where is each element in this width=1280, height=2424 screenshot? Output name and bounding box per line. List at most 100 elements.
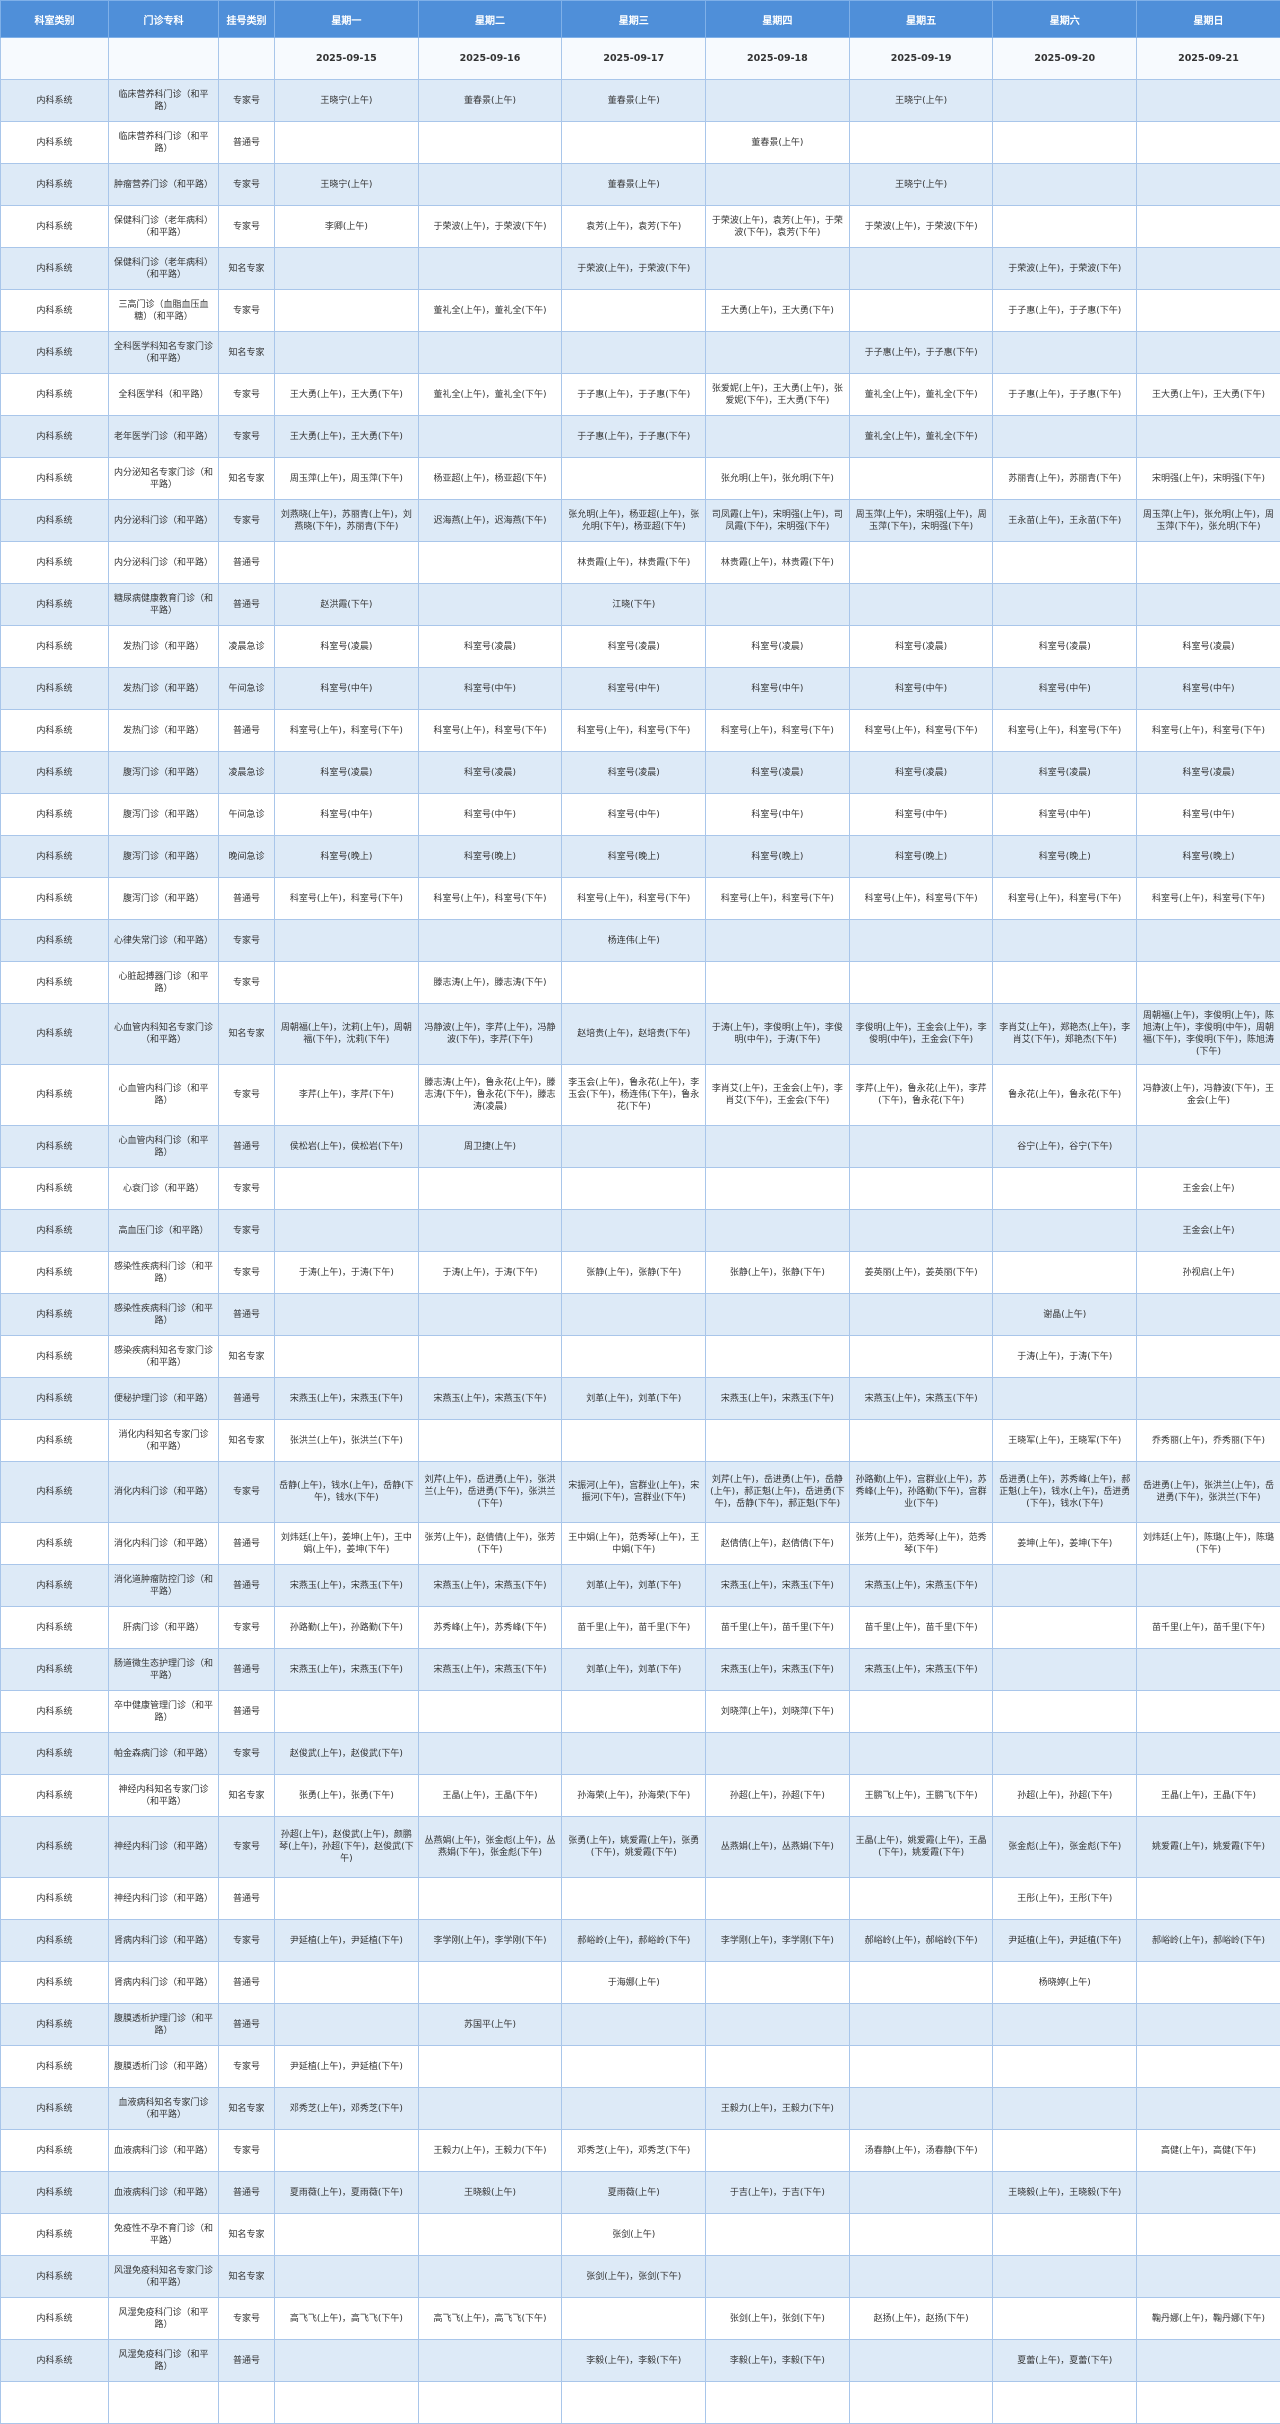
wednesday-cell: 于子惠(上午)，于子惠(下午) [562,416,706,458]
friday-cell [849,1733,993,1775]
friday-cell: 李俊明(上午)，王金会(上午)，李俊明(中午)，王金会(下午) [849,1004,993,1065]
monday-cell: 周朝福(上午)，沈莉(上午)，周朝福(下午)，沈莉(下午) [275,1004,419,1065]
table-row: 内科系统风湿免疫科门诊（和平路）普通号李毅(上午)，李毅(下午)李毅(上午)，李… [1,2340,1280,2382]
dept-category-cell: 内科系统 [1,1523,109,1565]
sunday-cell [1137,962,1280,1004]
thursday-cell: 林贵霞(上午)，林贵霞(下午) [706,542,850,584]
saturday-cell [993,542,1137,584]
sunday-cell: 科室号(中午) [1137,668,1280,710]
thursday-cell [706,1336,850,1378]
thursday-cell [706,1733,850,1775]
wednesday-cell: 江晓(下午) [562,584,706,626]
friday-cell [849,1294,993,1336]
dept-category-cell: 内科系统 [1,542,109,584]
header-dept-category: 科室类别 [1,1,109,38]
tuesday-cell: 科室号(上午)，科室号(下午) [418,710,562,752]
friday-cell [849,2172,993,2214]
monday-cell [275,248,419,290]
dept-category-cell: 内科系统 [1,1691,109,1733]
registration-type-cell: 普通号 [219,1691,275,1733]
dept-category-cell: 内科系统 [1,2088,109,2130]
sunday-cell [1137,248,1280,290]
table-row: 内科系统发热门诊（和平路）午间急诊科室号(中午)科室号(中午)科室号(中午)科室… [1,668,1280,710]
table-row: 内科系统全科医学科知名专家门诊（和平路）知名专家于子惠(上午)，于子惠(下午) [1,332,1280,374]
dept-category-cell: 内科系统 [1,290,109,332]
monday-cell: 王大勇(上午)，王大勇(下午) [275,416,419,458]
friday-cell [849,2088,993,2130]
sunday-cell: 科室号(上午)，科室号(下午) [1137,878,1280,920]
clinic-name-cell: 心脏起搏器门诊（和平路） [109,962,219,1004]
table-row: 内科系统消化内科知名专家门诊（和平路）知名专家张洪兰(上午)，张洪兰(下午)王晓… [1,1420,1280,1462]
wednesday-cell: 科室号(上午)，科室号(下午) [562,710,706,752]
date-blank [1,38,109,80]
sunday-cell [1137,80,1280,122]
table-row: 内科系统心血管内科知名专家门诊（和平路）知名专家周朝福(上午)，沈莉(上午)，周… [1,1004,1280,1065]
dept-category-cell: 内科系统 [1,1168,109,1210]
thursday-cell: 张剑(上午)，张剑(下午) [706,2298,850,2340]
sunday-cell: 鞠丹娜(上午)，鞠丹娜(下午) [1137,2298,1280,2340]
thursday-cell: 司凤霞(上午)，宋明强(上午)，司凤霞(下午)，宋明强(下午) [706,500,850,542]
friday-cell [849,2382,993,2424]
wednesday-cell: 郝峪岭(上午)，郝峪岭(下午) [562,1920,706,1962]
sunday-cell: 高健(上午)，高健(下午) [1137,2130,1280,2172]
dept-category-cell: 内科系统 [1,836,109,878]
wednesday-cell [562,1733,706,1775]
dept-category-cell: 内科系统 [1,458,109,500]
registration-type-cell: 专家号 [219,206,275,248]
monday-cell: 夏雨薇(上午)，夏雨薇(下午) [275,2172,419,2214]
date-row: 2025-09-15 2025-09-16 2025-09-17 2025-09… [1,38,1280,80]
clinic-name-cell: 帕金森病门诊（和平路） [109,1733,219,1775]
thursday-cell: 于涛(上午)，李俊明(上午)，李俊明(中午)，于涛(下午) [706,1004,850,1065]
tuesday-cell [418,1336,562,1378]
sunday-cell: 岳进勇(上午)，张洪兰(上午)，岳进勇(下午)，张洪兰(下午) [1137,1462,1280,1523]
monday-cell [275,1294,419,1336]
tuesday-cell: 杨亚超(上午)，杨亚超(下午) [418,458,562,500]
wednesday-cell: 于子惠(上午)，于子惠(下午) [562,374,706,416]
table-row: 内科系统消化道肿瘤防控门诊（和平路）普通号宋燕玉(上午)，宋燕玉(下午)宋燕玉(… [1,1565,1280,1607]
saturday-cell: 孙超(上午)，孙超(下午) [993,1775,1137,1817]
table-row: 内科系统三高门诊（血脂血压血糖）（和平路）专家号董礼全(上午)，董礼全(下午)王… [1,290,1280,332]
table-row: 内科系统肾病内科门诊（和平路）专家号尹延植(上午)，尹延植(下午)李学刚(上午)… [1,1920,1280,1962]
friday-cell: 赵扬(上午)，赵扬(下午) [849,2298,993,2340]
saturday-cell [993,1607,1137,1649]
thursday-cell: 刘芹(上午)，岳进勇(上午)，岳静(上午)，郝正魁(上午)，岳进勇(下午)，岳静… [706,1462,850,1523]
monday-cell: 于涛(上午)，于涛(下午) [275,1252,419,1294]
friday-cell: 李芹(上午)，鲁永花(上午)，李芹(下午)，鲁永花(下午) [849,1065,993,1126]
tuesday-cell: 科室号(中午) [418,794,562,836]
friday-cell: 王鹏飞(上午)，王鹏飞(下午) [849,1775,993,1817]
clinic-name-cell: 消化内科门诊（和平路） [109,1462,219,1523]
friday-cell: 宋燕玉(上午)，宋燕玉(下午) [849,1378,993,1420]
monday-cell [275,1878,419,1920]
table-row [1,2382,1280,2424]
dept-category-cell: 内科系统 [1,1649,109,1691]
thursday-cell [706,2256,850,2298]
registration-type-cell: 专家号 [219,1817,275,1878]
table-row: 内科系统感染性疾病科门诊（和平路）专家号于涛(上午)，于涛(下午)于涛(上午)，… [1,1252,1280,1294]
monday-cell [275,1210,419,1252]
table-row: 内科系统卒中健康管理门诊（和平路）普通号刘晓萍(上午)，刘晓萍(下午) [1,1691,1280,1733]
table-row: 内科系统血液病科知名专家门诊（和平路）知名专家邓秀芝(上午)，邓秀芝(下午)王毅… [1,2088,1280,2130]
registration-type-cell: 午间急诊 [219,794,275,836]
tuesday-cell: 王晓毅(上午) [418,2172,562,2214]
header-tuesday: 星期二 [418,1,562,38]
monday-cell: 张勇(上午)，张勇(下午) [275,1775,419,1817]
thursday-cell [706,1962,850,2004]
clinic-name-cell: 发热门诊（和平路） [109,668,219,710]
monday-cell [275,1168,419,1210]
friday-cell [849,542,993,584]
saturday-cell: 科室号(中午) [993,668,1137,710]
monday-cell [275,1962,419,2004]
registration-type-cell: 普通号 [219,878,275,920]
sunday-cell [1137,2256,1280,2298]
saturday-cell: 科室号(晚上) [993,836,1137,878]
saturday-cell: 王彤(上午)，王彤(下午) [993,1878,1137,1920]
tuesday-cell [418,1691,562,1733]
monday-cell [275,542,419,584]
sunday-cell [1137,1962,1280,2004]
wednesday-cell: 刘革(上午)，刘革(下午) [562,1649,706,1691]
saturday-cell: 苏丽青(上午)，苏丽青(下午) [993,458,1137,500]
saturday-cell: 王晓毅(上午)，王晓毅(下午) [993,2172,1137,2214]
table-row: 内科系统血液病科门诊（和平路）普通号夏雨薇(上午)，夏雨薇(下午)王晓毅(上午)… [1,2172,1280,2214]
thursday-cell: 丛燕娟(上午)，丛燕娟(下午) [706,1817,850,1878]
wednesday-cell [562,1420,706,1462]
